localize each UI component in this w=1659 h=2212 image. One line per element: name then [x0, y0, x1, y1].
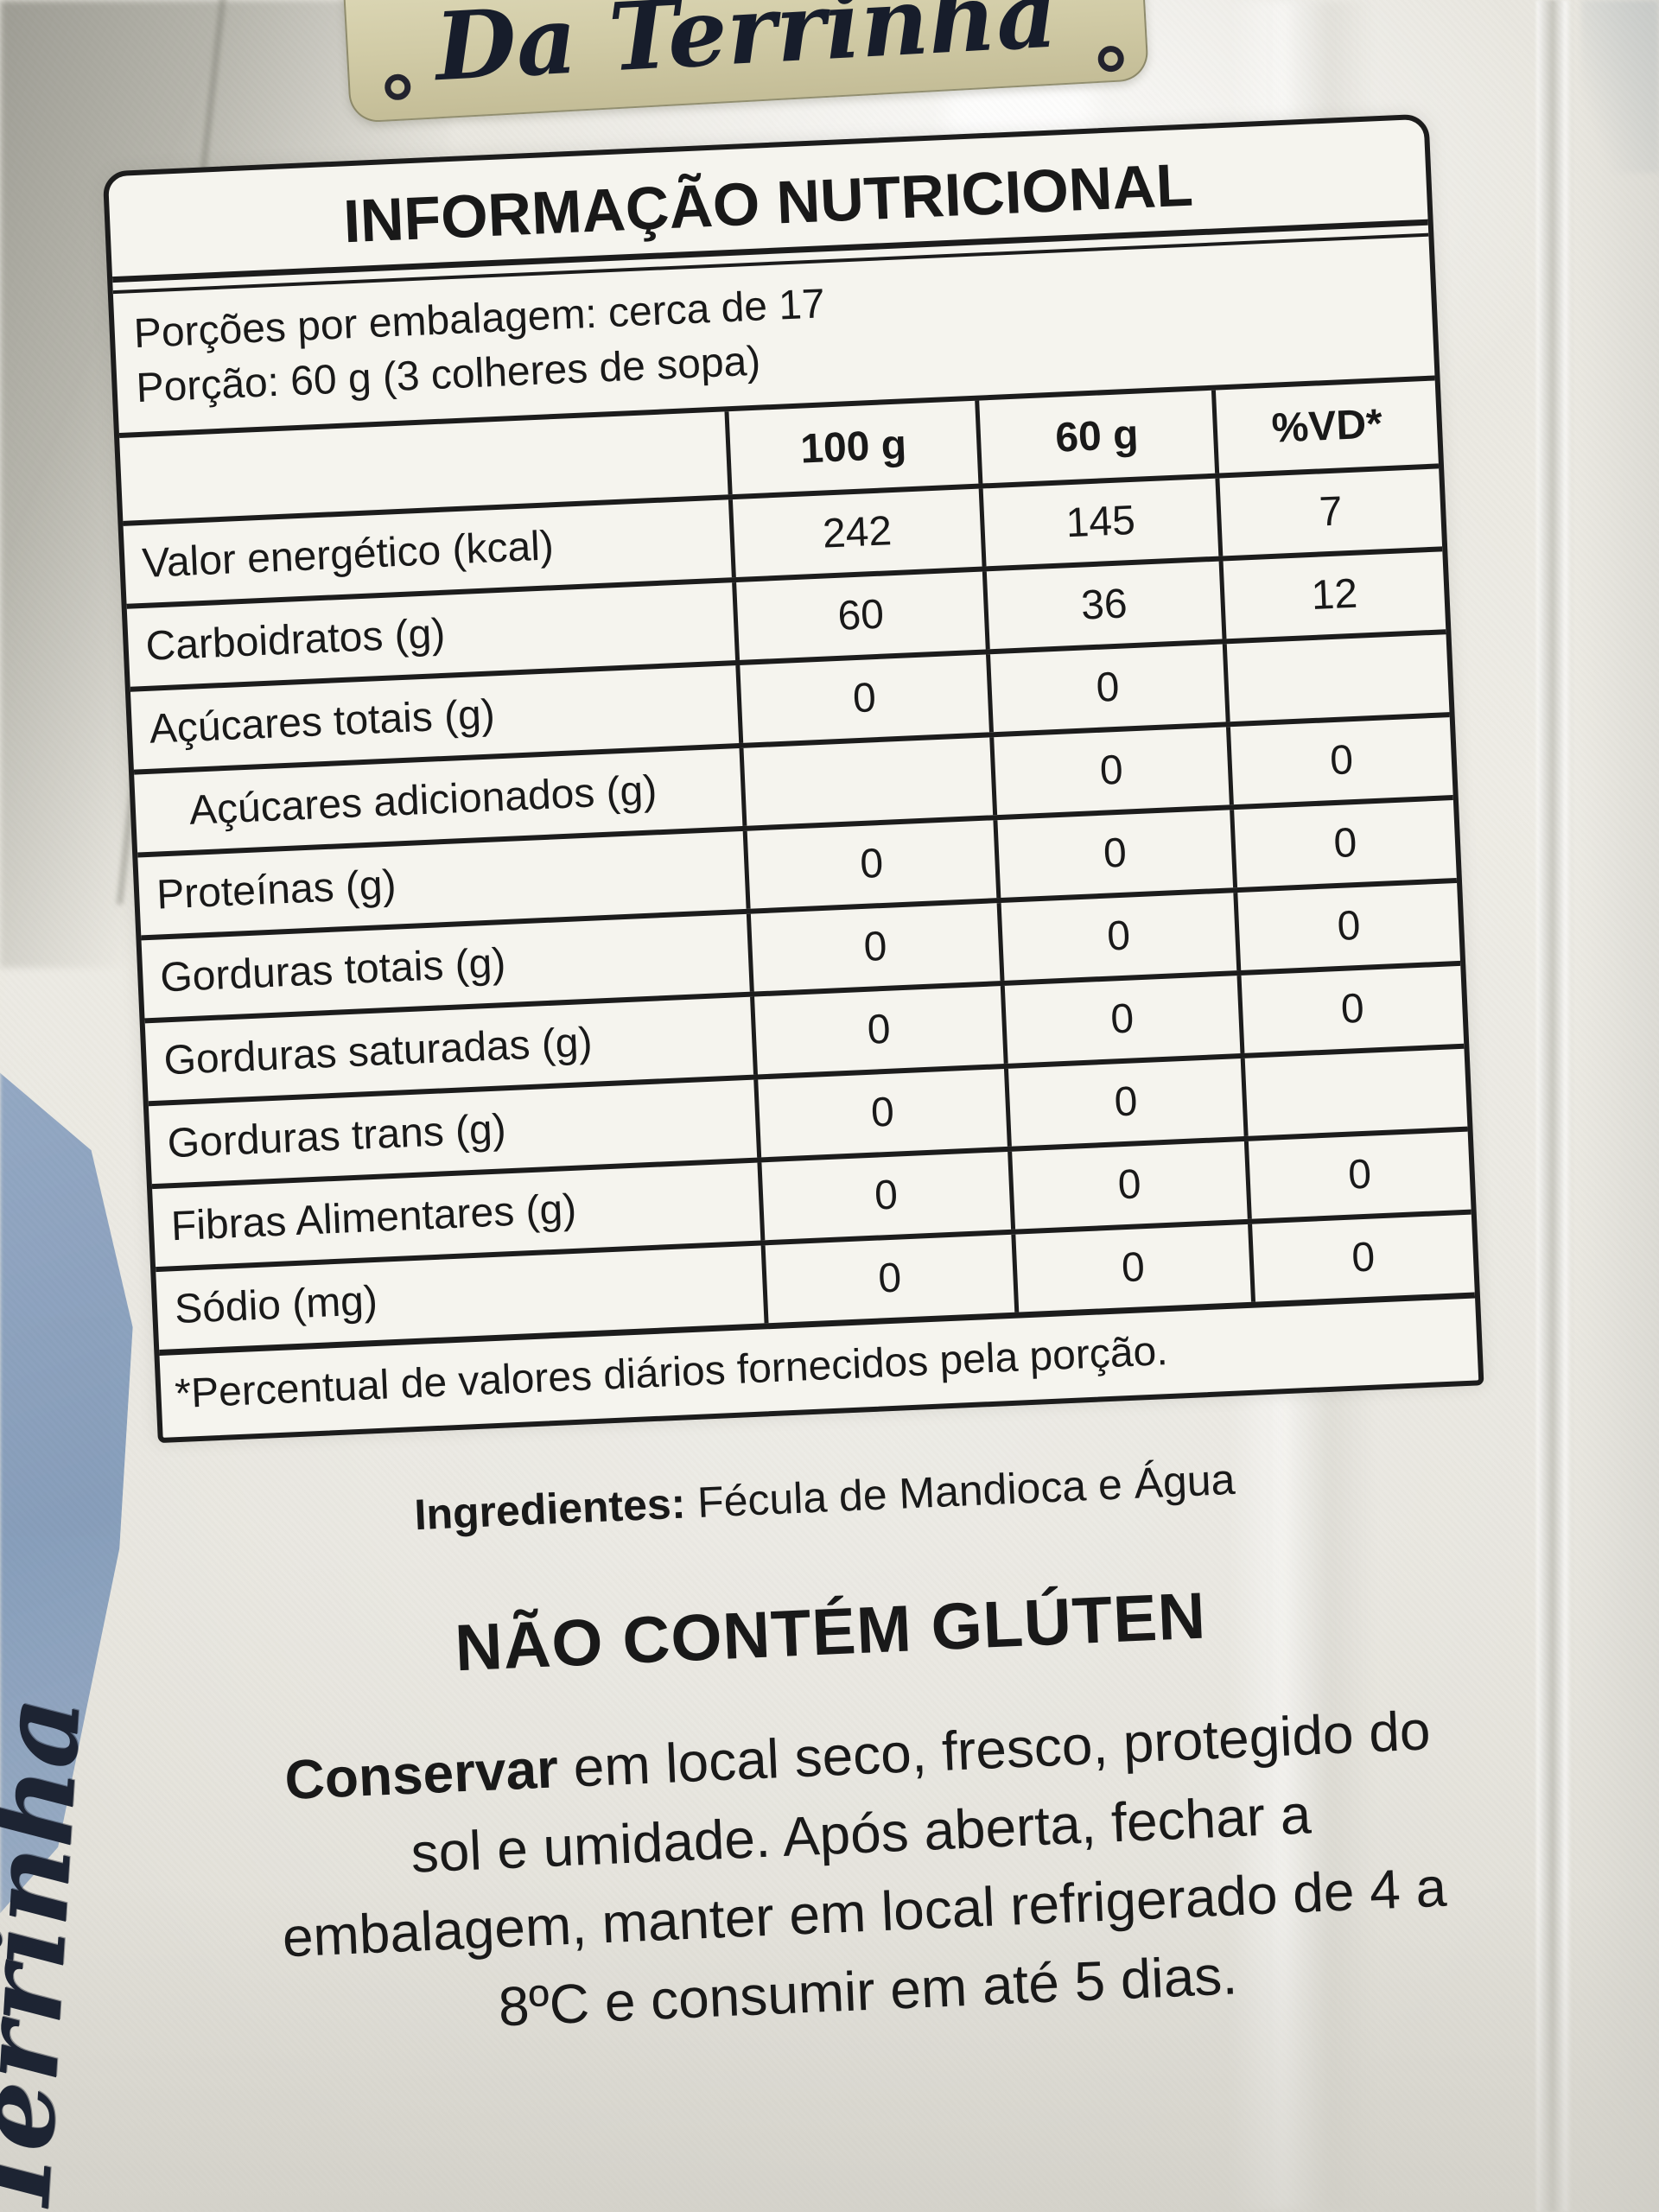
value-100g — [739, 737, 993, 826]
value-100g: 0 — [735, 654, 989, 743]
value-100g: 0 — [750, 985, 1004, 1075]
nutrition-table: INFORMAÇÃO NUTRICIONAL Porções por embal… — [102, 113, 1484, 1443]
value-vd: 0 — [1230, 799, 1457, 887]
value-60g: 0 — [985, 644, 1226, 733]
ingredients-label: Ingredientes: — [413, 1478, 687, 1540]
value-100g: 0 — [757, 1151, 1011, 1241]
value-100g: 0 — [760, 1234, 1014, 1324]
value-100g: 242 — [728, 488, 982, 577]
value-vd: 0 — [1236, 965, 1465, 1053]
header-100g: 100 g — [724, 400, 978, 495]
brand-name: Da Terrinha — [432, 0, 1060, 103]
value-60g: 0 — [988, 727, 1230, 816]
value-60g: 0 — [992, 810, 1233, 898]
ingredients-text: Fécula de Mandioca e Água — [696, 1454, 1236, 1527]
header-60g: 60 g — [974, 390, 1216, 484]
value-vd: 0 — [1225, 716, 1453, 805]
value-60g: 0 — [1003, 1058, 1244, 1147]
value-vd: 0 — [1233, 882, 1460, 970]
value-60g: 0 — [1000, 975, 1241, 1064]
gluten-free-notice: NÃO CONTÉM GLÚTEN — [453, 1579, 1208, 1686]
value-60g: 0 — [1007, 1141, 1248, 1230]
storage-instructions: Conservar em local seco, fresco, protegi… — [273, 1691, 1452, 2056]
value-100g: 0 — [753, 1068, 1007, 1158]
value-vd: 12 — [1218, 551, 1446, 639]
value-vd: 0 — [1243, 1131, 1471, 1219]
brand-banner: Da Terrinha — [341, 0, 1150, 124]
value-vd: 0 — [1247, 1214, 1475, 1302]
header-vd: %VD* — [1211, 380, 1439, 474]
banner-dot-icon — [1096, 45, 1125, 73]
banner-dot-icon — [384, 73, 412, 101]
value-60g: 145 — [978, 478, 1219, 567]
value-vd — [1222, 633, 1450, 722]
value-100g: 0 — [746, 902, 1001, 992]
value-60g: 0 — [1010, 1224, 1251, 1313]
value-100g: 60 — [732, 571, 986, 660]
value-60g: 0 — [996, 892, 1237, 981]
value-vd: 7 — [1215, 468, 1443, 556]
value-vd — [1240, 1048, 1468, 1136]
value-60g: 36 — [982, 561, 1223, 650]
storage-bold-word: Conservar — [283, 1737, 560, 1812]
value-100g: 0 — [742, 820, 996, 909]
ingredients-line: Ingredientes: Fécula de Mandioca e Água — [161, 1443, 1489, 1551]
